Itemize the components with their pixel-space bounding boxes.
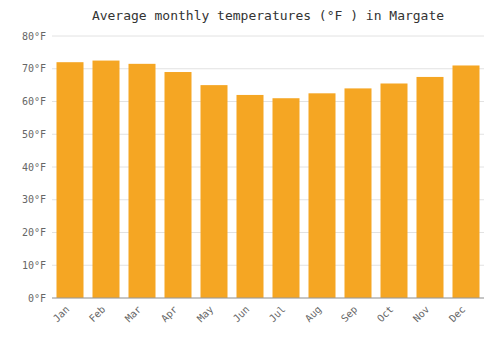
- bar: [309, 93, 336, 298]
- x-tick-label: Jul: [267, 304, 288, 325]
- y-tick-label: 0°F: [28, 293, 46, 304]
- grid-line: [52, 298, 484, 299]
- y-tick-label: 50°F: [22, 129, 46, 140]
- bars: [57, 61, 480, 298]
- x-tick-label: Jan: [51, 304, 72, 325]
- bar: [165, 72, 192, 298]
- y-tick-label: 40°F: [22, 162, 46, 173]
- title: Average monthly temperatures (°F ) in Ma…: [92, 8, 444, 23]
- grid-line: [52, 36, 484, 37]
- y-tick-label: 10°F: [22, 260, 46, 271]
- bar: [345, 88, 372, 298]
- x-tick-label: Jun: [231, 304, 252, 325]
- x-tick-label: Aug: [303, 304, 324, 325]
- x-tick-label: Feb: [87, 304, 108, 325]
- bar: [57, 62, 84, 298]
- x-axis-line: [52, 298, 484, 299]
- x-tick-label: Mar: [123, 304, 144, 325]
- x-tick-label: Sep: [339, 304, 360, 325]
- bar: [273, 98, 300, 298]
- bar: [417, 77, 444, 298]
- bar: [381, 83, 408, 298]
- x-tick-label: Dec: [447, 304, 468, 325]
- x-tick-label: Oct: [375, 304, 396, 325]
- chart-container: Average monthly temperatures (°F ) in Ma…: [0, 0, 500, 350]
- bar: [453, 65, 480, 298]
- bar: [129, 64, 156, 298]
- y-tick-label: 60°F: [22, 96, 46, 107]
- x-axis: Jan Feb Mar Apr May Jun Jul Aug Sep Oct Nov Dec: [51, 304, 468, 325]
- bar: [201, 85, 228, 298]
- x-tick-label: Nov: [411, 304, 432, 325]
- y-tick-label: 20°F: [22, 227, 46, 238]
- y-tick-label: 70°F: [22, 63, 46, 74]
- x-tick-label: May: [195, 304, 216, 325]
- y-tick-label: 80°F: [22, 31, 46, 42]
- chart-svg: Average monthly temperatures (°F ) in Ma…: [0, 0, 500, 350]
- bar: [93, 61, 120, 298]
- y-tick-label: 30°F: [22, 194, 46, 205]
- bar: [237, 95, 264, 298]
- x-tick-label: Apr: [159, 304, 180, 325]
- y-axis: 0°F 10°F 20°F 30°F 40°F 50°F 60°F 70°F 80°F: [22, 31, 484, 304]
